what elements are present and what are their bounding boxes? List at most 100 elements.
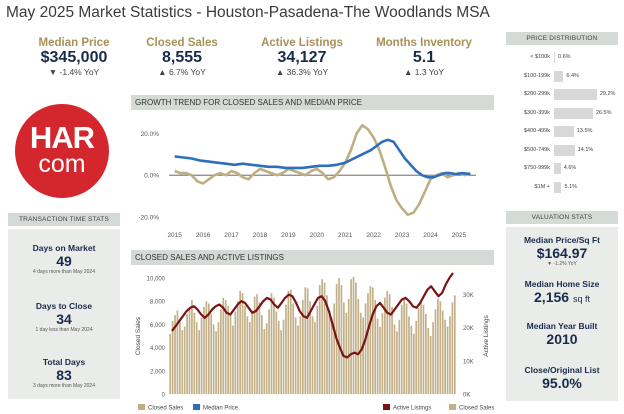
legend-swatch-active-listings <box>383 404 390 410</box>
closed-sales-bar <box>449 316 451 394</box>
price-distribution-pct: 0.6% <box>558 54 571 60</box>
closed-sales-bar <box>188 308 191 394</box>
closed-sales-bar <box>367 293 369 394</box>
closed-sales-bar <box>338 278 340 394</box>
price-distribution-pct: 5.1% <box>564 183 578 190</box>
closed-sales-bar <box>256 294 258 394</box>
closed-sales-bar <box>280 330 282 394</box>
active-listings-line <box>171 272 454 359</box>
stat-label: Days on Market <box>32 243 96 253</box>
kpi-value: 8,555 <box>161 49 203 66</box>
price-distribution-bar <box>554 52 555 63</box>
price-distribution-pct: 14.1% <box>577 146 594 153</box>
closed-sales-bar <box>179 318 181 394</box>
closed-sales-bar <box>321 279 323 394</box>
price-distribution-bar <box>554 144 575 156</box>
closed-sales-bar <box>439 301 442 394</box>
kpi-change: ▲ 1.3 YoY <box>403 67 445 77</box>
stat-sub: 1 day less than May 2024 <box>35 327 93 333</box>
closed-sales-bar <box>391 307 393 394</box>
closed-sales-bar <box>427 327 430 394</box>
closed-sales-bar <box>181 330 184 394</box>
closed-sales-bar <box>227 305 229 394</box>
x-tick-label: 2016 <box>196 232 211 239</box>
closed-sales-bar <box>236 301 239 394</box>
kpi-closed-sales: Closed Sales 8,555 ▲ 6.7% YoY <box>122 37 242 77</box>
x-tick-label: 2024 <box>423 232 438 239</box>
price-distribution-panel: < $100k 0.6% $100-199k 6.4% $200-299k 29.2% $3… <box>506 46 618 196</box>
growth-chart-header: GROWTH TREND FOR CLOSED SALES AND MEDIAN… <box>131 95 494 110</box>
closed-sales-bar <box>422 304 425 394</box>
closed-sales-bar <box>193 312 196 394</box>
closed-sales-bar <box>326 295 328 394</box>
kpi-value: $345,000 <box>40 49 108 66</box>
closed-sales-bar <box>314 322 316 394</box>
price-distribution-row: < $100k 0.6% <box>506 52 618 63</box>
closed-sales-bar <box>183 326 186 394</box>
closed-sales-bar <box>294 317 297 394</box>
closed-sales-bar <box>388 294 391 394</box>
price-distribution-bar <box>554 107 593 119</box>
closed-sales-bar <box>400 304 403 394</box>
closed-sales-bar <box>345 312 348 394</box>
legend-label-median-price: Median Price <box>203 406 239 412</box>
price-distribution-row: $750-999k 4.6% <box>506 163 618 174</box>
stat-value: 49 <box>56 253 72 269</box>
closed-sales-bar <box>224 300 227 394</box>
price-distribution-pct: 6.4% <box>566 72 579 79</box>
closed-sales-bar <box>355 282 357 394</box>
closed-sales-bar <box>330 318 333 394</box>
sales-listings-chart: 10,000 8,000 6,000 4,000 2,000 0 30K 20K 10K 0K Cl… <box>135 272 494 412</box>
x-tick-label: 2017 <box>224 232 239 239</box>
stat-sub: ▼ -1.2% YoY <box>547 261 577 267</box>
page-title: May 2025 Market Statistics - Houston-Pas… <box>6 4 490 21</box>
har-logo[interactable]: HAR com <box>15 104 109 198</box>
closed-sales-bar <box>241 293 244 394</box>
closed-sales-bar <box>200 317 203 394</box>
closed-sales-bar <box>191 300 193 394</box>
y2-axis-label: Active Listings <box>483 314 490 356</box>
y2-tick-label: 20K <box>463 326 474 332</box>
stat-median-home-size: Median Home Size 2,156 sq ft <box>506 279 618 307</box>
closed-sales-bar <box>261 315 263 394</box>
kpi-label: Median Price <box>38 37 110 49</box>
y-tick-label: 0.0% <box>144 173 159 180</box>
closed-sales-bar <box>410 325 413 394</box>
closed-sales-bar <box>371 287 374 394</box>
legend-label-closed-sales: Closed Sales <box>148 406 183 412</box>
y-axis-label: Closed Sales <box>135 316 142 355</box>
closed-sales-bar <box>434 309 437 394</box>
closed-sales-bar <box>217 322 220 394</box>
closed-sales-bar <box>220 309 222 394</box>
closed-sales-bar <box>251 310 254 394</box>
closed-sales-bar <box>323 282 326 394</box>
closed-sales-bar <box>328 310 331 394</box>
stat-label: Median Year Built <box>526 321 598 331</box>
stat-days-to-close: Days to Close 34 1 day less than May 202… <box>8 301 120 333</box>
closed-sales-bar <box>277 320 280 394</box>
y-tick-label: -20.0% <box>138 214 159 221</box>
stat-value: 95.0% <box>542 375 582 391</box>
kpi-change: ▲ 36.3% YoY <box>275 67 329 77</box>
closed-sales-bar <box>222 297 225 394</box>
price-distribution-row: $100-199k 6.4% <box>506 70 618 82</box>
price-distribution-pct: 26.5% <box>595 109 612 116</box>
price-range-label: $300-399k <box>524 109 550 116</box>
logo-text-top: HAR <box>29 120 95 155</box>
closed-sales-bar <box>171 320 174 394</box>
closed-sales-bar <box>343 302 345 394</box>
kpi-value: 34,127 <box>277 49 327 66</box>
closed-sales-bar <box>311 316 314 394</box>
price-distribution-bar <box>554 126 574 137</box>
closed-sales-bar <box>232 325 234 394</box>
price-range-label: $750-999k <box>524 165 550 171</box>
closed-sales-bar <box>174 315 176 394</box>
x-tick-label: 2019 <box>281 232 296 239</box>
price-distribution-bar <box>554 163 561 174</box>
closed-sales-bar <box>248 322 251 394</box>
closed-sales-bar <box>244 305 246 394</box>
closed-sales-bar <box>408 316 410 394</box>
y-tick-label: 10,000 <box>147 277 166 283</box>
stat-label: Close/Original List <box>524 365 600 375</box>
x-tick-label: 2021 <box>338 232 353 239</box>
